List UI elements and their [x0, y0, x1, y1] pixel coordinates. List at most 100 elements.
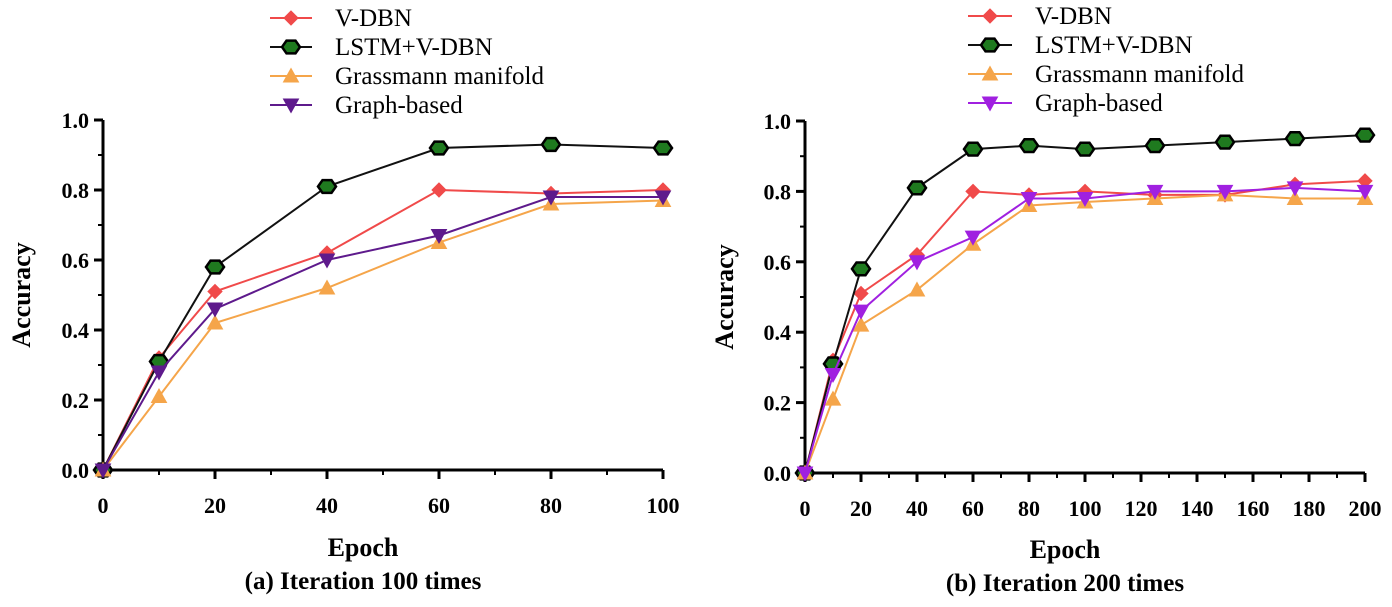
- legend-label: LSTM+V-DBN: [1035, 32, 1193, 59]
- legend-item: V-DBN: [270, 5, 412, 32]
- legend-item: Graph-based: [968, 90, 1163, 117]
- data-point: [906, 180, 928, 196]
- x-tick-label: 140: [1181, 496, 1214, 521]
- data-point: [964, 230, 982, 246]
- data-point: [796, 466, 814, 482]
- data-point: [652, 140, 674, 156]
- data-point: [150, 387, 168, 403]
- data-point: [540, 136, 562, 153]
- series-3: [94, 190, 672, 479]
- x-tick-label: 60: [428, 493, 450, 518]
- x-tick-label: 200: [1349, 496, 1382, 521]
- x-tick-label: 120: [1125, 496, 1158, 521]
- series-line: [804, 179, 1366, 474]
- legend-label: V-DBN: [1035, 3, 1112, 30]
- y-tick-label: 0.8: [764, 179, 792, 204]
- data-point: [318, 279, 336, 295]
- series-2: [94, 191, 672, 477]
- series-line: [102, 199, 664, 471]
- data-point: [1020, 191, 1038, 207]
- series-3: [796, 181, 1374, 482]
- series-line: [102, 196, 663, 471]
- legend-label: Grassmann manifold: [1035, 61, 1244, 88]
- legend-marker: [979, 37, 1001, 53]
- data-point: [1076, 191, 1094, 207]
- data-point: [852, 304, 870, 320]
- chart-panel-0: 0.0 0.2 0.4 0.6 0.8 1.0 0 20 40 60 80 100 Epoch Accur…: [7, 5, 680, 595]
- x-tick-label: 80: [1018, 496, 1040, 521]
- data-point: [542, 190, 560, 206]
- legend-item: V-DBN: [968, 3, 1112, 30]
- series-0: [797, 173, 1373, 481]
- data-point: [1284, 130, 1306, 147]
- legend-label: Graph-based: [1035, 90, 1163, 117]
- data-point: [850, 261, 872, 277]
- legend-item: Grassmann manifold: [270, 63, 544, 90]
- y-tick-label: 0.4: [764, 320, 792, 345]
- data-point: [206, 314, 224, 330]
- x-tick-label: 0: [98, 493, 109, 518]
- data-point: [852, 316, 870, 332]
- legend-item: LSTM+V-DBN: [968, 32, 1193, 59]
- chart-panel-1: 0.0 0.2 0.4 0.6 0.8 1.0 0 20 40 60 80 100 120 140 160 1…: [710, 3, 1382, 597]
- data-point: [853, 285, 869, 302]
- legend-marker: [981, 96, 999, 112]
- legend-label: Grassmann manifold: [335, 63, 544, 90]
- x-axis-title: Epoch: [328, 533, 399, 562]
- y-tick-label: 0.8: [62, 178, 90, 203]
- x-tick-label: 20: [850, 496, 872, 521]
- legend-marker: [282, 98, 300, 114]
- data-point: [150, 365, 168, 381]
- legend-marker: [283, 10, 299, 26]
- data-point: [206, 302, 224, 318]
- y-tick-label: 0.6: [764, 250, 792, 275]
- data-point: [431, 182, 447, 198]
- x-tick-label: 100: [1069, 496, 1102, 521]
- chart-caption: (a) Iteration 100 times: [245, 568, 482, 595]
- data-point: [962, 141, 984, 157]
- data-point: [654, 190, 672, 206]
- x-tick-label: 100: [647, 493, 680, 518]
- data-point: [94, 463, 112, 479]
- data-point: [430, 229, 448, 245]
- y-tick-label: 0.0: [764, 461, 792, 486]
- x-tick-label: 0: [800, 496, 811, 521]
- data-point: [824, 390, 842, 406]
- data-point: [1286, 181, 1304, 197]
- x-tick-label: 60: [962, 496, 984, 521]
- series-line: [804, 193, 1365, 474]
- x-tick-label: 180: [1293, 496, 1326, 521]
- series-1: [92, 136, 674, 478]
- legend-label: LSTM+V-DBN: [335, 34, 493, 61]
- data-point: [1074, 141, 1096, 157]
- legend-marker: [282, 67, 300, 83]
- x-tick-label: 40: [316, 493, 338, 518]
- series-1: [794, 127, 1376, 481]
- data-point: [965, 183, 981, 200]
- legend-item: Graph-based: [270, 92, 463, 119]
- data-point: [1286, 189, 1304, 205]
- x-axis-title: Epoch: [1030, 535, 1101, 564]
- x-tick-label: 160: [1237, 496, 1270, 521]
- y-tick-label: 0.6: [62, 248, 90, 273]
- data-point: [824, 367, 842, 383]
- legend-marker: [982, 8, 998, 24]
- data-point: [207, 283, 223, 300]
- data-point: [908, 255, 926, 271]
- data-point: [1214, 134, 1236, 150]
- y-tick-label: 0.0: [62, 458, 90, 483]
- data-point: [1216, 184, 1234, 200]
- y-tick-label: 0.2: [764, 391, 792, 416]
- data-point: [204, 259, 226, 275]
- series-line: [804, 186, 1366, 474]
- legend-label: V-DBN: [335, 5, 412, 32]
- y-tick-label: 1.0: [764, 109, 792, 134]
- data-point: [1354, 127, 1376, 143]
- x-tick-label: 20: [204, 493, 226, 518]
- legend-item: Grassmann manifold: [968, 61, 1244, 88]
- data-point: [316, 178, 338, 195]
- data-point: [1144, 138, 1166, 154]
